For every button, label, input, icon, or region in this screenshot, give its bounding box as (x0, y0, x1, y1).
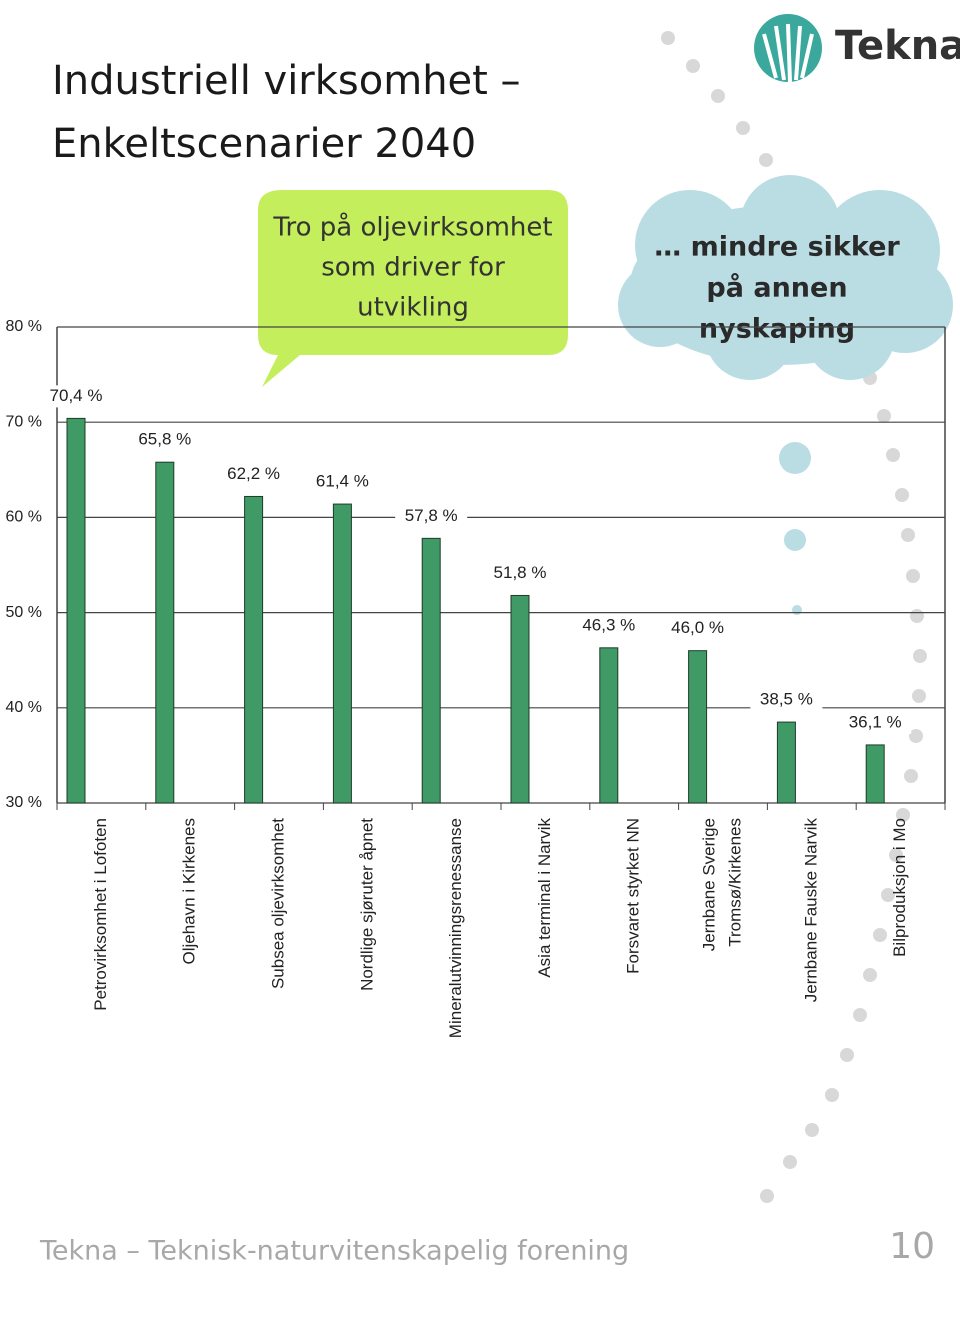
dot (901, 528, 915, 542)
callout-text: som driver for (321, 253, 505, 283)
dot (889, 848, 903, 862)
dot (759, 153, 773, 167)
value-label: 38,5 % (760, 690, 813, 709)
value-label: 57,8 % (405, 506, 458, 525)
value-label-bg (40, 385, 112, 408)
x-tick-label: Oljehavn i Kirkenes (180, 818, 199, 964)
decoration (661, 31, 927, 1203)
dot (840, 1048, 854, 1062)
dot (760, 1189, 774, 1203)
bar (510, 594, 530, 804)
value-label: 46,0 % (671, 618, 724, 637)
page-number: 10 (889, 1226, 935, 1267)
bar (66, 417, 86, 804)
callout-text: Tro på oljevirksomhet (272, 212, 552, 243)
x-tick-label: Bilproduksjon i Mo (890, 818, 909, 957)
callout (258, 190, 568, 387)
value-label: 61,4 % (316, 472, 369, 491)
dot (792, 605, 802, 615)
dot (913, 649, 927, 663)
x-tick-label: Subsea oljevirksomhet (268, 818, 287, 989)
y-tick-label: 70 % (6, 413, 42, 430)
x-tick-label: Tromsø/Kirkenes (725, 818, 744, 947)
cloud-text: nyskaping (699, 314, 855, 345)
cloud (618, 175, 953, 380)
dot (881, 888, 895, 902)
logo: Tekna (754, 14, 960, 83)
dot (895, 488, 909, 502)
x-tick-label: Forsvaret styrket NN (624, 818, 643, 974)
value-label: 51,8 % (494, 563, 547, 582)
value-label-bg (572, 614, 645, 637)
y-tick-label: 40 % (6, 699, 42, 716)
value-label: 62,2 % (227, 464, 280, 483)
y-tick-label: 60 % (6, 509, 42, 526)
dot (853, 1008, 867, 1022)
dot (779, 442, 811, 474)
dot (825, 1088, 839, 1102)
logo-text: Tekna (835, 23, 960, 69)
dot (711, 89, 725, 103)
value-label: 65,8 % (138, 430, 191, 449)
value-label-bg (750, 689, 823, 712)
value-label-bg (217, 463, 290, 486)
value-label-bg (661, 617, 734, 640)
title-line: Enkeltscenarier 2040 (52, 121, 476, 167)
cloud-text: på annen (706, 272, 847, 304)
dot (805, 1123, 819, 1137)
bar (688, 650, 708, 804)
bar (155, 461, 175, 804)
x-tick-label: Asia terminal i Narvik (535, 818, 554, 978)
dot (904, 769, 918, 783)
title-line: Industriell virksomhet – (52, 58, 521, 104)
value-label-bg (128, 429, 201, 452)
value-label: 46,3 % (582, 615, 635, 634)
dot (896, 808, 910, 822)
footer-text: Tekna – Teknisk-naturvitenskapelig foren… (39, 1236, 629, 1267)
dot (686, 59, 700, 73)
dot (909, 729, 923, 743)
value-label-bg (484, 562, 556, 585)
dot (863, 968, 877, 982)
dot (912, 689, 926, 703)
dot (783, 1155, 797, 1169)
callout-text: utvikling (357, 293, 469, 323)
value-label: 36,1 % (849, 712, 902, 731)
bar (776, 721, 796, 804)
y-tick-label: 50 % (6, 604, 42, 621)
cloud-text: … mindre sikker (654, 232, 900, 263)
dot (784, 529, 806, 551)
dot (736, 121, 750, 135)
value-label-bg (306, 471, 379, 494)
x-tick-label: Mineralutvinningsrenessanse (446, 818, 465, 1038)
bar (599, 647, 619, 804)
y-tick-label: 80 % (6, 318, 42, 335)
dot (886, 448, 900, 462)
x-tick-label: Nordlige sjøruter åpnet (357, 818, 376, 991)
dot (906, 569, 920, 583)
x-tick-label: Jernbane Sverige (699, 818, 718, 951)
chart: Tro på oljevirksomhet som driver for utvik… (6, 212, 946, 1038)
x-tick-label: Jernbane Fauske Narvik (801, 818, 820, 1003)
dot (910, 609, 924, 623)
bar (244, 495, 264, 804)
bar (332, 503, 352, 804)
dot (661, 31, 675, 45)
dot (877, 409, 891, 423)
bar (865, 744, 885, 804)
value-label: 70,4 % (50, 386, 103, 405)
y-tick-label: 30 % (6, 794, 42, 811)
x-tick-label: Petrovirksomhet i Lofoten (91, 818, 110, 1011)
value-label-bg (395, 505, 468, 528)
value-label-bg (839, 711, 912, 734)
bar (421, 537, 441, 804)
dot (873, 928, 887, 942)
